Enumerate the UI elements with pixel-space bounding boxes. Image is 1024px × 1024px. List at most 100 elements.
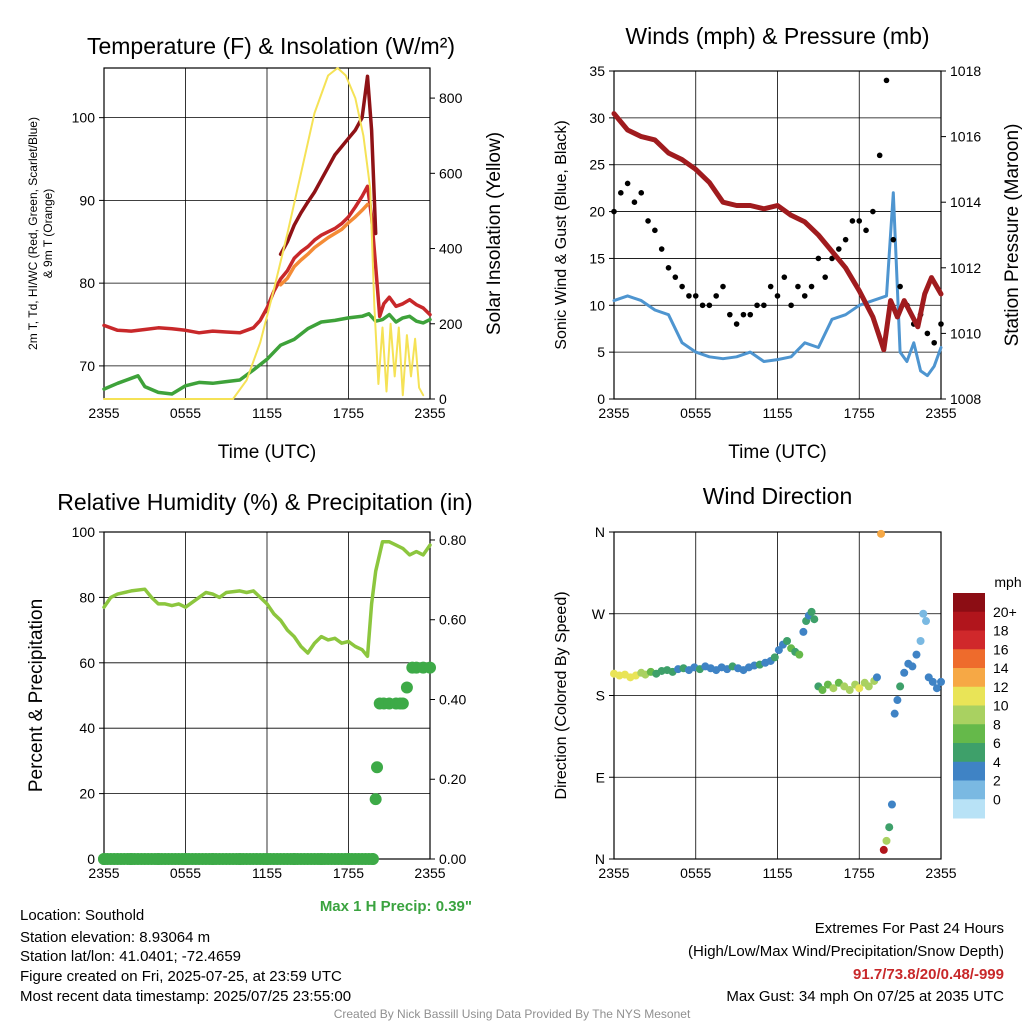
rh-y2-tick-label: 0.40 (439, 691, 466, 707)
rh-series-precipitation (98, 661, 436, 865)
direction-point (937, 677, 945, 686)
precip-point (366, 853, 379, 865)
gust-point (740, 311, 747, 318)
wind-x-tick-label: 0555 (680, 405, 711, 421)
wdir-y-tick-label: W (592, 606, 606, 622)
gust-point (829, 255, 835, 262)
wind-y-tick-label: 30 (589, 110, 605, 126)
direction-point (893, 696, 902, 705)
wind-y-tick-label: 5 (597, 344, 605, 360)
recent-data-text: Most recent data timestamp: 2025/07/25 2… (20, 988, 352, 1005)
temp-y-tick-label: 100 (72, 110, 96, 126)
gust-point (652, 227, 658, 234)
direction-point (877, 529, 886, 538)
gust-point (924, 330, 931, 337)
precip-point (315, 853, 328, 865)
legend-label: 20+ (993, 604, 1017, 620)
wind-y-tick-label: 10 (589, 297, 605, 313)
rh-y-tick-label: 80 (79, 589, 95, 605)
wdir-title: Wind Direction (703, 483, 853, 509)
gust-point (733, 321, 740, 327)
gust-point (631, 199, 638, 205)
rh-x-tick-label: 1755 (333, 865, 364, 881)
precip-point (233, 853, 246, 865)
gust-point (781, 274, 788, 280)
temp-series-hi-wc (278, 74, 378, 256)
gust-point (624, 180, 631, 187)
direction-point (783, 637, 792, 645)
wind-series-sonic-wind (612, 191, 943, 378)
temp-y-tick-label: 90 (79, 192, 95, 208)
gust-point (938, 321, 944, 327)
precip-point (424, 661, 436, 674)
direction-point (879, 845, 888, 854)
legend-swatch (953, 686, 985, 706)
wind-x-tick-label: 2355 (925, 405, 956, 421)
wdir-x-tick-label: 1155 (762, 865, 792, 881)
direction-point (818, 686, 827, 695)
max-gust-text: Max Gust: 34 mph On 07/25 at 2035 UTC (726, 988, 1004, 1005)
temp-y2-tick-label: 600 (439, 165, 463, 181)
gust-point (883, 77, 890, 84)
direction-point (919, 609, 928, 618)
precip-point (288, 853, 301, 865)
wind-y-tick-label: 15 (589, 250, 605, 266)
temp-x-tick-label: 0555 (170, 405, 201, 421)
temp-series-2m-t (102, 184, 432, 335)
legend-label: 16 (993, 641, 1009, 657)
wind-y2-tick-label: 1008 (950, 391, 981, 407)
direction-point (799, 627, 808, 636)
gust-point (658, 246, 665, 252)
direction-point (922, 617, 931, 626)
direction-point (810, 615, 819, 624)
gust-point (856, 218, 863, 224)
wind-y2-tick-label: 1010 (950, 325, 981, 341)
gust-point (686, 293, 692, 299)
rh-y2-tick-label: 0.20 (439, 771, 466, 787)
rh-series-relative-humidity (102, 540, 432, 659)
wind-y-tick-label: 25 (589, 157, 605, 173)
created-text: Figure created on Fri, 2025-07-25, at 23… (20, 968, 342, 985)
precip-point (369, 793, 382, 806)
direction-point (882, 836, 891, 845)
temp-y-tick-label: 70 (79, 358, 95, 374)
direction-point (807, 607, 816, 616)
wdir-x-tick-label: 0555 (680, 865, 711, 881)
direction-point (912, 650, 921, 659)
legend-swatch (953, 611, 985, 631)
temp-x-tick-label: 1155 (252, 405, 282, 421)
legend-swatch (953, 668, 985, 688)
gust-point (713, 293, 719, 299)
temp-y-label-line1: 2m T, Td, HI/WC (Red, Green, Scarlet/Blu… (26, 117, 40, 350)
direction-point (864, 682, 873, 691)
direction-point (829, 684, 838, 693)
gust-point (836, 246, 842, 252)
wind-y2-tick-label: 1018 (950, 63, 981, 79)
legend-label: 0 (993, 791, 1001, 807)
gust-point (699, 302, 706, 309)
gust-point (788, 302, 794, 309)
legend-swatch (953, 761, 985, 781)
gust-point (618, 190, 624, 196)
legend-swatch (953, 743, 985, 763)
temp-y-label-line2: & 9m T (Orange) (41, 189, 55, 279)
gust-point (672, 274, 679, 280)
gust-point (890, 236, 897, 243)
rh-y-tick-label: 20 (79, 786, 95, 802)
gust-point (849, 218, 856, 224)
wdir-x-tick-label: 1755 (844, 865, 875, 881)
wind-y-label: Sonic Wind & Gust (Blue, Black) (553, 120, 570, 349)
latlon-text: Station lat/lon: 41.0401; -72.4659 (20, 948, 242, 965)
gust-point (761, 302, 767, 309)
direction-point (855, 684, 864, 693)
legend-label: 4 (993, 754, 1001, 770)
rh-y-tick-label: 60 (79, 655, 95, 671)
extremes-title: Extremes For Past 24 Hours (814, 920, 1004, 937)
temp-title: Temperature (F) & Insolation (W/m²) (87, 33, 455, 59)
max-precip-annotation: Max 1 H Precip: 0.39" (320, 898, 472, 915)
direction-point (908, 662, 917, 671)
legend-label: 8 (993, 716, 1001, 732)
gust-point (870, 208, 876, 215)
precip-point (342, 853, 355, 865)
legend-swatch (953, 705, 985, 725)
